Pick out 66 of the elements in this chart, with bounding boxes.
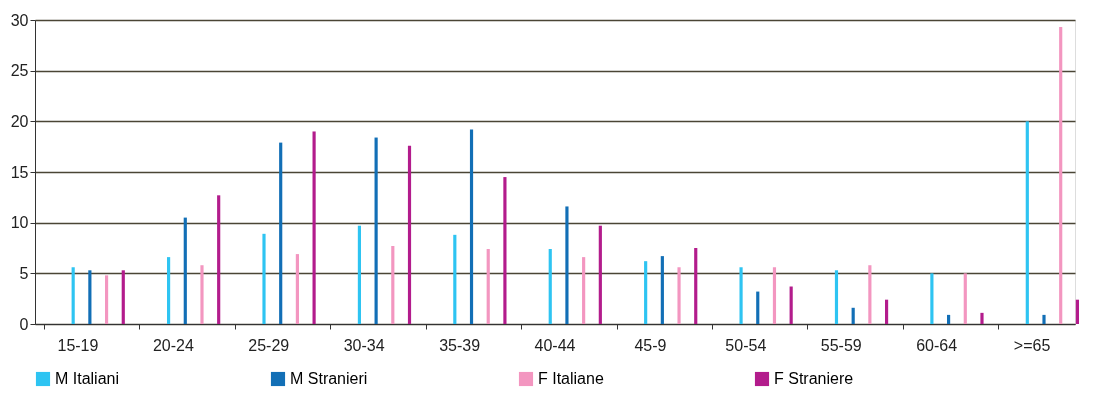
- x-tick-label: 40-44: [534, 336, 576, 354]
- y-tick-label: 5: [19, 264, 29, 282]
- legend-label: M Stranieri: [290, 370, 368, 387]
- bar: [312, 131, 316, 324]
- x-tick-label: 60-64: [916, 336, 958, 354]
- bar: [947, 314, 951, 324]
- bar: [391, 245, 395, 324]
- bar: [469, 129, 474, 324]
- bar: [598, 225, 602, 324]
- bar: [1025, 121, 1029, 324]
- bar: [884, 299, 889, 324]
- bar: [71, 267, 75, 324]
- bar: [486, 249, 490, 324]
- y-tick-label: 0: [19, 315, 29, 333]
- bar: [565, 206, 569, 324]
- bar: [980, 312, 984, 324]
- bar: [279, 142, 283, 324]
- x-tick-label: 20-24: [152, 336, 194, 354]
- bar: [183, 217, 187, 324]
- x-tick-label: 15-19: [57, 336, 99, 354]
- bar: [453, 234, 457, 324]
- x-tick-label: 45-9: [634, 336, 667, 354]
- x-tick-label: 50-54: [725, 336, 767, 354]
- legend-label: F Straniere: [774, 370, 854, 387]
- legend-label: F Italiane: [538, 370, 604, 387]
- bar: [217, 195, 221, 324]
- bar: [121, 270, 125, 324]
- bar: [756, 291, 760, 324]
- bar: [677, 267, 681, 324]
- bar: [262, 233, 266, 324]
- x-tick-label: 30-34: [343, 336, 385, 354]
- y-tick-label: 25: [10, 62, 29, 80]
- x-tick-label: 55-59: [820, 336, 862, 354]
- bar: [582, 257, 586, 324]
- x-tick-label: 25-29: [248, 336, 290, 354]
- bar: [200, 265, 204, 324]
- bar: [1059, 27, 1063, 324]
- bar: [930, 273, 934, 324]
- bar: [374, 137, 378, 324]
- bar: [295, 254, 299, 324]
- bar: [1042, 314, 1046, 324]
- bar: [834, 270, 839, 324]
- bar: [1075, 299, 1079, 324]
- y-tick-label: 20: [10, 112, 29, 130]
- bar: [88, 270, 92, 324]
- bar: [963, 273, 967, 324]
- bar: [644, 261, 648, 324]
- bar: [772, 267, 777, 324]
- bar: [357, 225, 361, 324]
- bar: [851, 307, 855, 324]
- bar: [548, 249, 552, 324]
- x-tick-label: 35-39: [439, 336, 481, 354]
- bar: [167, 257, 171, 324]
- bar: [104, 275, 109, 324]
- bar: [503, 177, 507, 324]
- y-tick-label: 15: [10, 163, 29, 181]
- bar: [660, 256, 664, 324]
- legend-label: M Italiani: [55, 370, 120, 387]
- bar: [739, 267, 743, 324]
- bar: [789, 286, 793, 324]
- bar: [868, 265, 872, 324]
- x-tick-label: >=65: [1013, 336, 1051, 354]
- y-tick-label: 10: [10, 214, 29, 232]
- bar: [694, 248, 698, 324]
- bar: [407, 145, 412, 324]
- y-tick-label: 30: [10, 11, 29, 29]
